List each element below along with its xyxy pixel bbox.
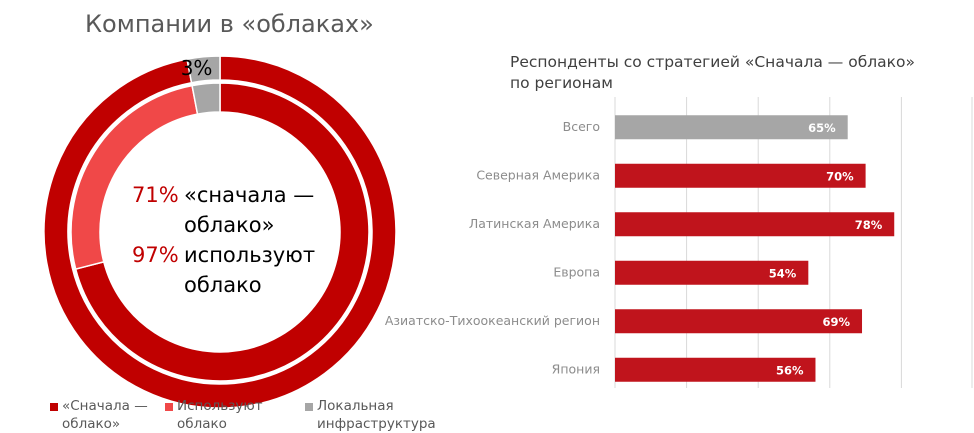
legend-label: Локальная инфраструктура <box>317 398 436 432</box>
bar <box>615 212 895 237</box>
legend-swatch <box>165 403 173 411</box>
data-label: 70% <box>826 169 854 183</box>
bar <box>615 260 809 285</box>
data-label: 56% <box>776 363 804 377</box>
data-label: 54% <box>769 266 797 280</box>
center-value: 71% <box>132 183 179 207</box>
donut-segment <box>191 82 221 116</box>
category-label: Азиатско-Тихоокеанский регион <box>385 313 600 328</box>
category-label: Латинская Америка <box>469 216 600 231</box>
category-label: Всего <box>563 119 600 134</box>
data-label: 3% <box>181 56 213 80</box>
legend-swatch <box>305 403 313 411</box>
data-label: 69% <box>822 315 850 329</box>
category-label: Европа <box>553 264 600 279</box>
center-text: «сначала — облако» <box>184 183 315 237</box>
category-label: Япония <box>552 361 600 376</box>
center-text: используют облако <box>184 243 316 297</box>
donut-segment <box>186 55 221 84</box>
donut-segment <box>43 55 397 409</box>
bar <box>615 115 848 140</box>
bar <box>615 309 863 334</box>
bar <box>615 163 866 188</box>
donut-title: Компании в «облаках» <box>85 10 374 38</box>
legend-label: Используют облако <box>177 398 263 432</box>
legend-label: «Сначала — облако» <box>62 398 148 432</box>
bar <box>615 357 816 382</box>
donut-segment <box>74 82 370 382</box>
data-label: 65% <box>808 121 836 135</box>
category-label: Северная Америка <box>476 167 600 182</box>
center-value: 97% <box>132 243 179 267</box>
data-label: 78% <box>855 218 883 232</box>
legend-swatch <box>50 403 58 411</box>
bar-title: Респонденты со стратегией «Сначала — обл… <box>510 53 916 92</box>
center-labels: 71% «сначала — облако» 97% используют обла… <box>132 180 324 300</box>
